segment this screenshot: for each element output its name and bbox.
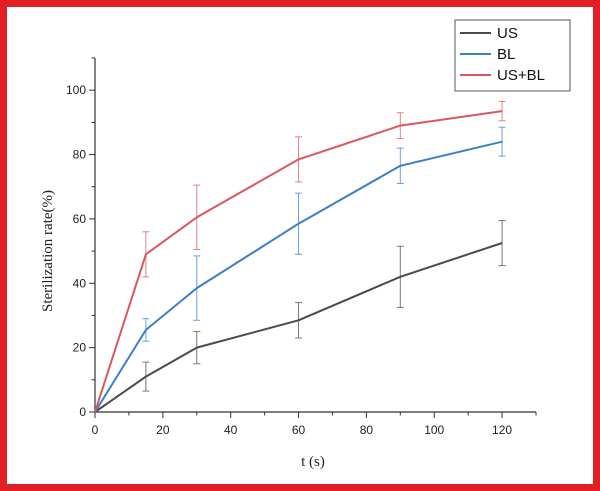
series-line: [94, 110, 503, 413]
x-axis-ticks: 0 20 40 60 80 100 120: [92, 412, 537, 437]
axes: [94, 58, 536, 413]
x-tick-label: 20: [156, 423, 170, 437]
x-tick-label: 60: [292, 423, 306, 437]
series-us: [94, 220, 506, 413]
legend-label: BL: [497, 46, 515, 63]
x-tick-label: 100: [424, 423, 444, 437]
y-tick-label: 80: [73, 148, 87, 162]
x-tick-label: 40: [224, 423, 238, 437]
legend-item: US+BL: [460, 67, 545, 84]
series-bl: [94, 126, 506, 413]
y-tick-label: 100: [66, 83, 86, 97]
legend-item: US: [460, 25, 518, 42]
legend-box: [454, 19, 571, 92]
legend-label: US: [497, 25, 518, 42]
x-tick-label: 0: [92, 423, 99, 437]
legend-label: US+BL: [497, 67, 545, 84]
y-tick-label: 20: [73, 341, 87, 355]
y-axis-ticks: 0 20 40 60 80 100: [66, 57, 95, 419]
series-us-bl: [94, 100, 506, 413]
series-line: [94, 242, 503, 413]
x-axis-title: t (s): [301, 454, 325, 470]
y-tick-label: 40: [73, 276, 87, 290]
x-tick-label: 120: [492, 423, 512, 437]
series-line: [94, 140, 503, 413]
y-axis-title: Sterilization rate(%): [40, 190, 56, 312]
legend-item: BL: [460, 46, 515, 63]
plot-area: [94, 100, 506, 413]
y-tick-label: 60: [73, 212, 87, 226]
legend: US BL US+BL: [454, 19, 571, 92]
x-tick-label: 80: [360, 423, 374, 437]
y-tick-label: 0: [79, 405, 86, 419]
